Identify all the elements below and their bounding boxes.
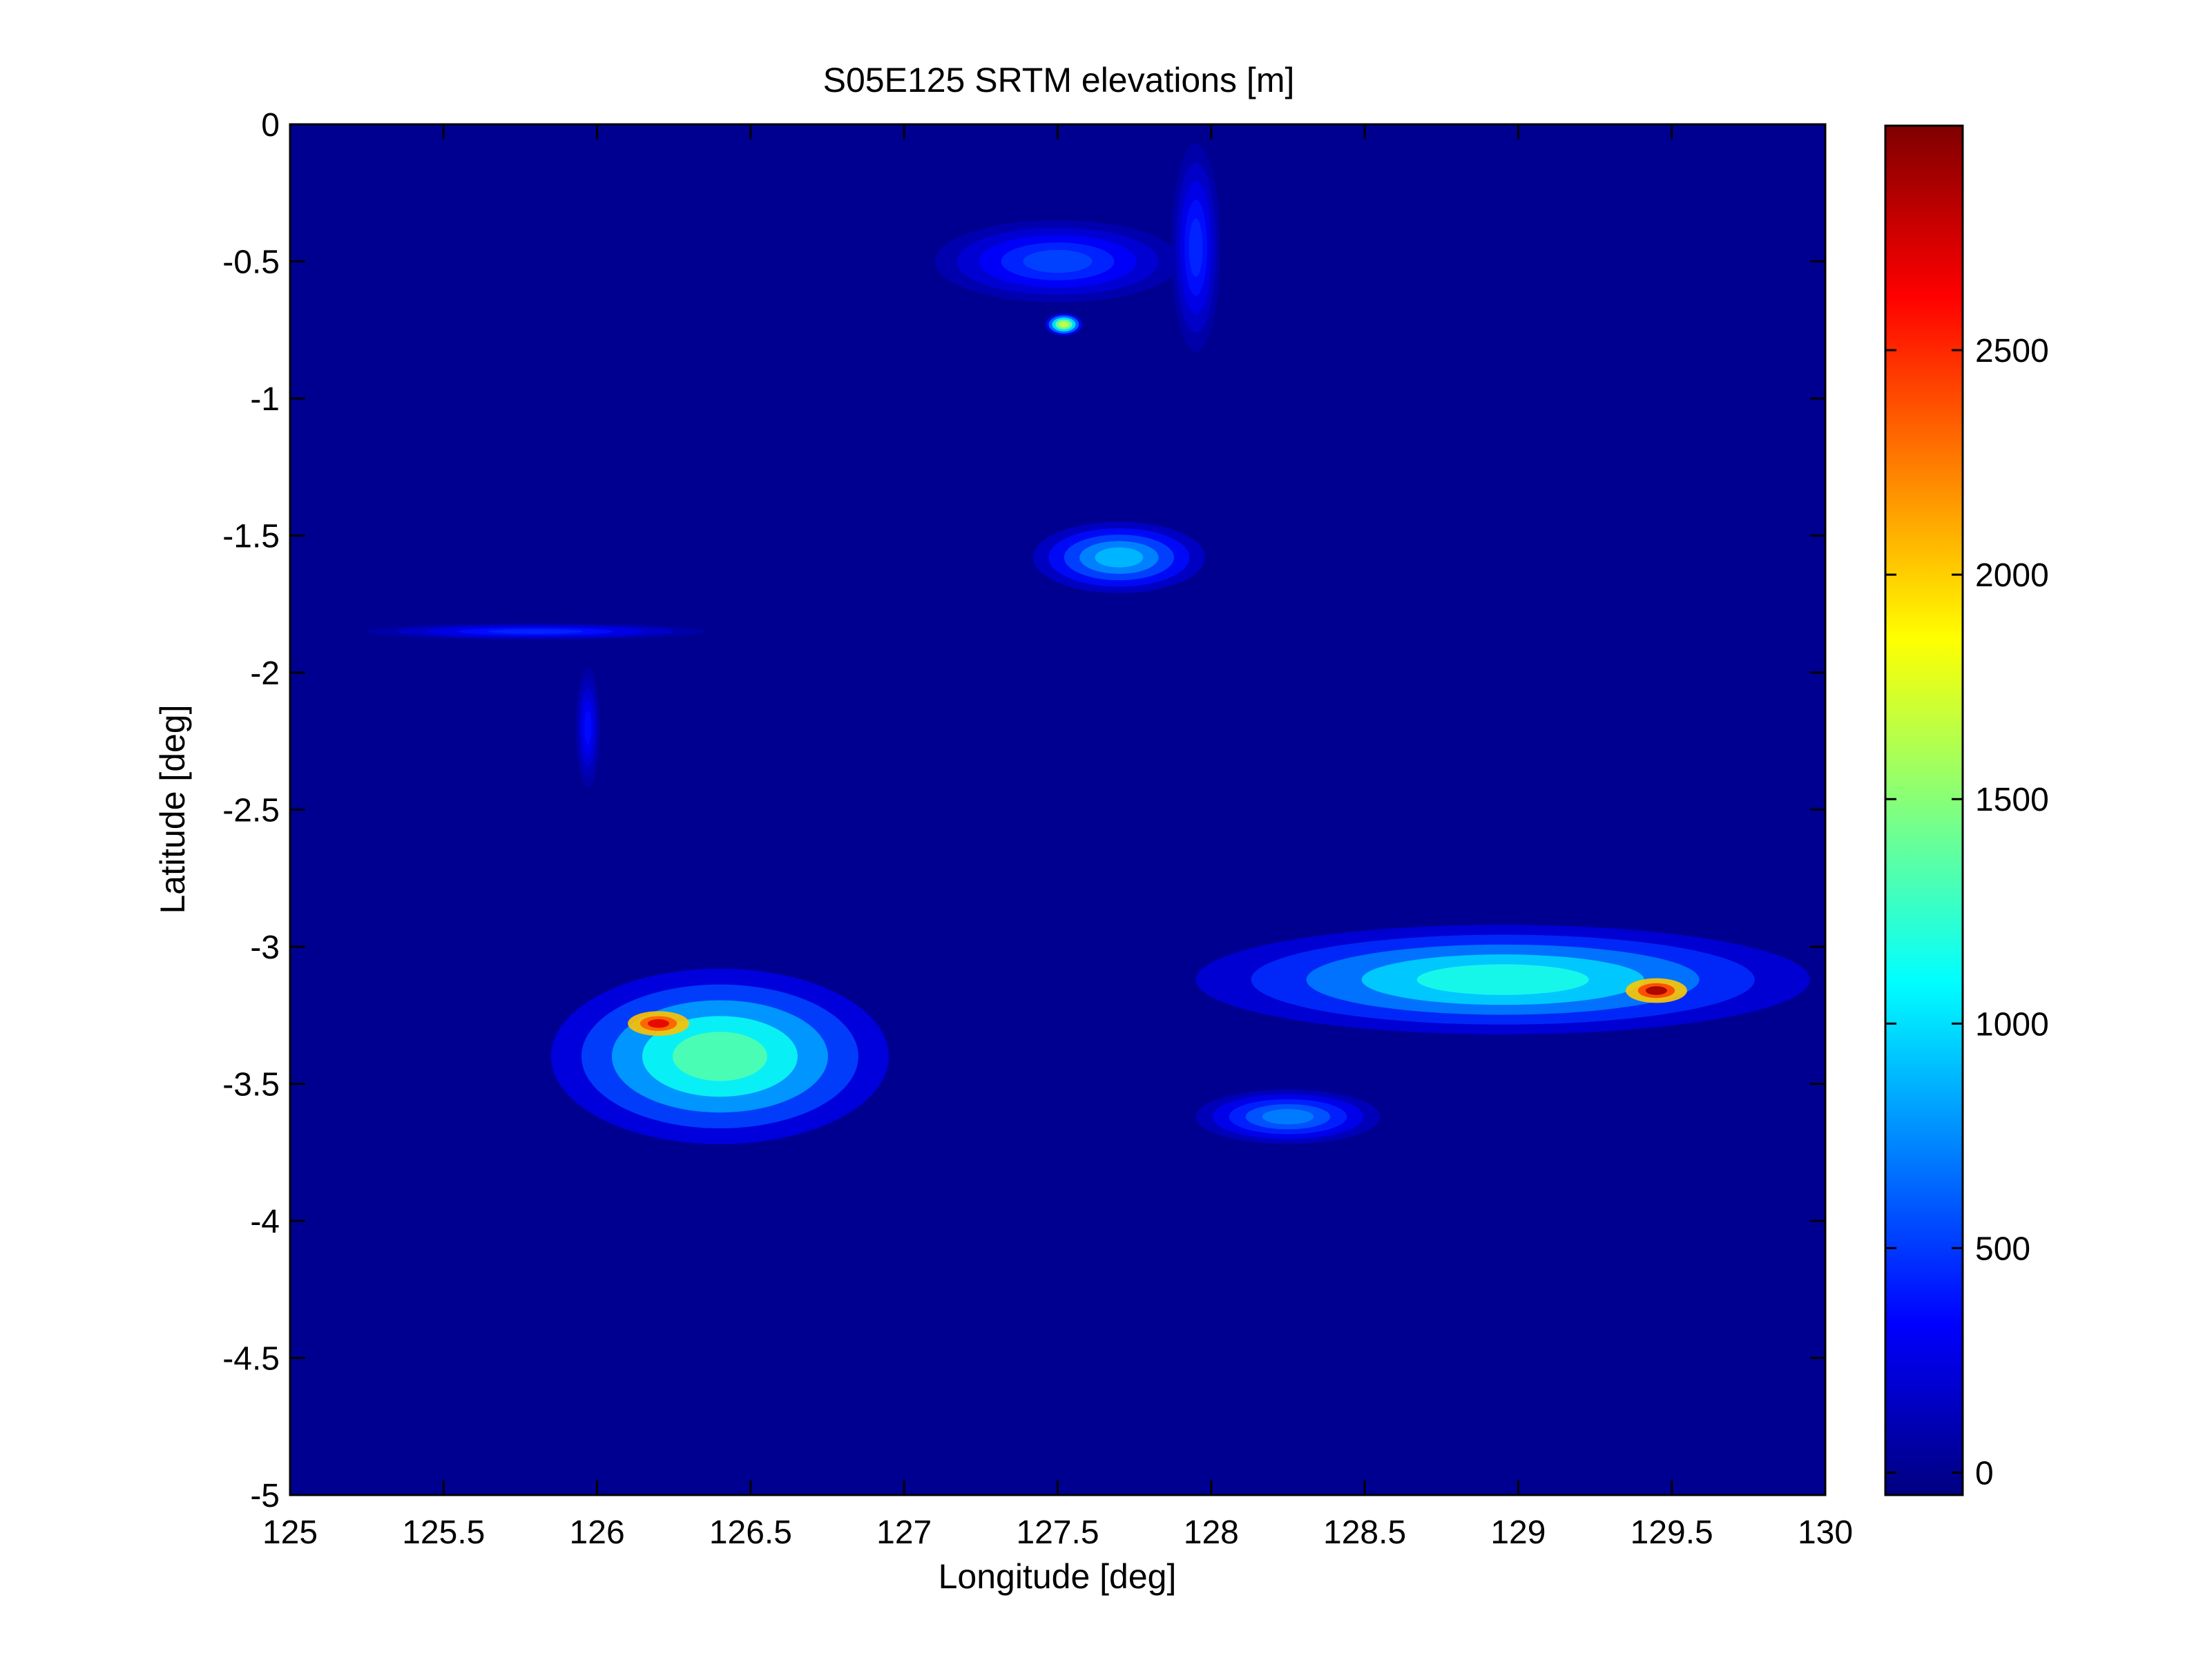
elevation-heatmap [290, 124, 1825, 1495]
terrain-east-island [1195, 925, 1810, 1035]
terrain-contour [584, 710, 592, 744]
x-tick-label: 125 [262, 1514, 318, 1551]
y-axis-title: Latitude [deg] [153, 704, 192, 914]
y-tick-label: -1 [250, 381, 280, 418]
terrain-contour [1416, 964, 1589, 995]
x-axis-title: Longitude [deg] [939, 1557, 1177, 1596]
y-tick-label: -0.5 [222, 244, 280, 281]
terrain-west-vertical [575, 667, 601, 788]
y-tick-label: -5 [250, 1478, 280, 1514]
colorbar-tick-label: 1000 [1975, 1006, 2049, 1043]
x-tick-label: 127 [876, 1514, 932, 1551]
x-tick-label: 125.5 [402, 1514, 485, 1551]
terrain-contour [488, 629, 584, 634]
colorbar-ticks: 0 500 1000 1500 2000 2500 [1885, 333, 2049, 1492]
x-tick-label: 128 [1184, 1514, 1239, 1551]
terrain-north-peak [1045, 313, 1083, 336]
terrain-contour [1023, 249, 1093, 273]
y-tick-label: -3 [250, 929, 280, 966]
terrain-contour [1189, 218, 1203, 277]
terrain-peak [647, 1019, 670, 1028]
terrain-south-east-islets [1195, 1089, 1381, 1144]
x-tick-label: 126.5 [709, 1514, 792, 1551]
terrain-contour [1095, 547, 1144, 568]
plot-frame [289, 123, 1827, 1496]
colorbar-tick-label: 2000 [1975, 557, 2049, 594]
terrain-west-island [550, 968, 889, 1144]
terrain-west-strip [367, 623, 705, 640]
y-tick-label: 0 [261, 107, 280, 144]
terrain-north-islets [934, 220, 1181, 303]
terrain-contour [1262, 1109, 1314, 1125]
colorbar-tick-label: 2500 [1975, 333, 2049, 369]
y-tick-label: -1.5 [222, 519, 280, 555]
y-tick-label: -4.5 [222, 1341, 280, 1378]
x-tick-label: 130 [1798, 1514, 1853, 1551]
y-tick-label: -2.5 [222, 793, 280, 829]
terrain-central-island [1032, 521, 1205, 593]
terrain-north-ridge [1171, 143, 1221, 352]
colorbar-tick-label: 0 [1975, 1455, 1994, 1492]
y-tick-label: -4 [250, 1204, 280, 1240]
x-tick-label: 126 [570, 1514, 625, 1551]
x-tick-label: 127.5 [1016, 1514, 1099, 1551]
chart-title: S05E125 SRTM elevations [m] [823, 61, 1295, 99]
y-tick-label: -3.5 [222, 1067, 280, 1103]
terrain-contour [672, 1032, 767, 1081]
terrain-peak [1645, 986, 1668, 995]
colorbar-tick-label: 1500 [1975, 782, 2049, 818]
heatmap-background [290, 124, 1825, 1495]
terrain-contour [1058, 321, 1069, 328]
x-tick-label: 129.5 [1631, 1514, 1713, 1551]
colorbar-tick-label: 500 [1975, 1231, 2030, 1267]
y-tick-label: -2 [250, 655, 280, 692]
x-tick-label: 128.5 [1323, 1514, 1406, 1551]
x-tick-label: 129 [1490, 1514, 1546, 1551]
colorbar [1884, 124, 1964, 1496]
